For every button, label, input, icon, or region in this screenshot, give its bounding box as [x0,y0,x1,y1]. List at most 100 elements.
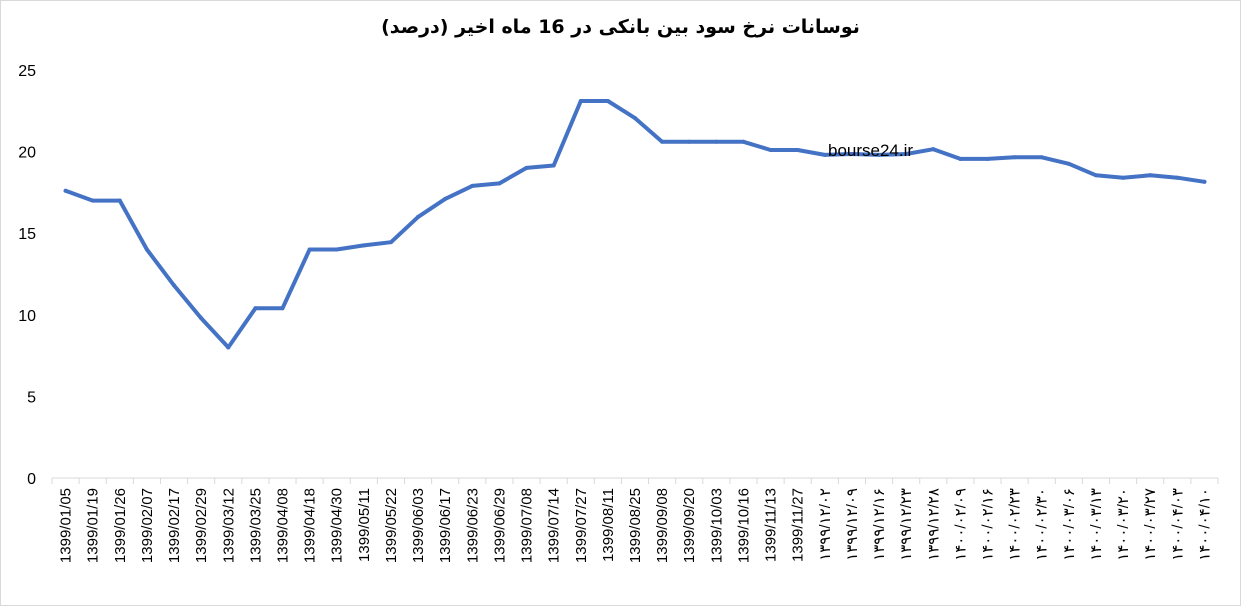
data-point [1175,175,1180,180]
x-tick-label: ۱۴۰۰/۰۴/۰۳ [1169,488,1186,561]
data-point [1148,173,1153,178]
data-point [416,214,421,219]
x-tick-label: ۱۳۹۹/۱۲/۰۲ [817,488,834,561]
x-tick-label: 1399/01/19 [85,488,102,563]
data-point [741,139,746,144]
data-point [1202,179,1207,184]
chart-title: نوسانات نرخ سود بین بانکی در 16 ماه اخیر… [381,16,860,38]
x-tick-label: 1399/07/08 [519,488,536,563]
x-tick-label: 1399/05/11 [356,488,373,562]
watermark-text: bourse24.ir [828,141,913,160]
x-tick-label: 1399/04/18 [302,488,319,563]
data-point [768,147,773,152]
data-point [578,99,583,104]
data-point [1012,155,1017,160]
y-tick-label: 15 [18,226,36,243]
x-tick-label: ۱۳۹۹/۱۲/۲۸ [925,488,942,561]
x-tick-label: 1399/11/27 [790,488,807,562]
data-point [958,156,963,161]
x-tick-label: 1399/03/25 [247,488,264,563]
x-tick-label: 1399/04/30 [329,488,346,563]
y-tick-label: 20 [18,145,36,162]
x-tick-label: 1399/09/08 [654,488,671,563]
x-tick-label: 1399/06/03 [410,488,427,563]
data-point [904,152,909,157]
data-point [443,196,448,201]
data-point [172,283,177,288]
x-tick-label: 1399/02/07 [139,488,156,563]
y-axis-labels: 0 5 10 15 20 25 [18,63,36,488]
data-point [931,147,936,152]
data-point [1039,155,1044,160]
x-tick-label: 1399/11/13 [763,488,780,562]
x-tick-label: ۱۴۰۰/۰۳/۱۳ [1088,488,1105,561]
x-tick-label: 1399/07/14 [546,488,563,563]
x-tick-label: ۱۴۰۰/۰۳/۲۰ [1115,488,1132,561]
x-tick-label: ۱۴۰۰/۰۲/۳۰ [1034,488,1051,561]
x-tick-label: 1399/08/11 [600,488,617,562]
data-point [497,181,502,186]
data-point [551,163,556,168]
data-point [144,247,149,252]
data-point [714,139,719,144]
data-point [849,152,854,157]
y-tick-label: 25 [18,63,36,80]
data-point [280,306,285,311]
data-point [307,247,312,252]
x-tick-label: 1399/06/17 [437,488,454,563]
data-point [1121,175,1126,180]
x-tick-label: ۱۴۰۰/۰۲/۱۶ [980,488,997,561]
x-tick-label: 1399/04/08 [274,488,291,563]
x-tick-label: 1399/08/25 [627,488,644,563]
data-point [985,156,990,161]
data-point [117,198,122,203]
data-point [199,316,204,321]
data-point [63,188,68,193]
x-tick-label: 1399/02/17 [166,488,183,563]
data-points [63,99,1207,350]
x-tick-label: ۱۳۹۹/۱۲/۲۳ [898,488,915,561]
series-line [63,99,1207,350]
data-point [1093,173,1098,178]
x-tick-label: ۱۴۰۰/۰۲/۲۳ [1007,488,1024,561]
data-point [822,152,827,157]
x-tick-label: 1399/09/20 [681,488,698,563]
data-point [226,345,231,350]
data-point [470,183,475,188]
x-tick-label: 1399/10/16 [735,488,752,563]
x-tick-label: ۱۴۰۰/۰۴/۱۰ [1196,488,1213,561]
data-point [334,247,339,252]
x-tick-label: 1399/06/29 [491,488,508,563]
data-point [605,99,610,104]
y-tick-label: 5 [27,389,36,406]
x-tick-label: 1399/10/03 [708,488,725,563]
x-tick-label: ۱۳۹۹/۱۲/۱۶ [871,488,888,561]
x-tick-label: 1399/01/26 [112,488,129,563]
x-tick-label: ۱۳۹۹/۱۲/۰۹ [844,488,861,561]
data-point [795,147,800,152]
data-point [90,198,95,203]
data-point [388,240,393,245]
data-point [687,139,692,144]
x-axis-labels: 1399/01/05 1399/01/19 1399/01/26 1399/02/07… [58,488,1214,563]
x-tick-label: ۱۴۰۰/۰۳/۲۷ [1142,488,1159,561]
y-tick-label: 10 [18,308,36,325]
x-tick-label: ۱۴۰۰/۰۲/۰۹ [952,488,969,561]
x-axis-ticks [51,478,1219,484]
y-tick-label: 0 [27,471,36,488]
x-tick-label: 1399/03/12 [220,488,237,563]
data-point [660,139,665,144]
data-point [877,152,882,157]
x-tick-label: 1399/01/05 [58,488,75,563]
x-tick-label: ۱۴۰۰/۰۳/۰۶ [1061,488,1078,561]
x-tick-label: 1399/06/23 [464,488,481,563]
x-tick-label: 1399/05/22 [383,488,400,563]
x-tick-label: 1399/02/29 [193,488,210,563]
x-tick-label: 1399/07/27 [573,488,590,563]
data-point [633,116,637,121]
data-point [524,165,529,170]
data-point [1066,161,1071,166]
data-point [253,306,258,311]
